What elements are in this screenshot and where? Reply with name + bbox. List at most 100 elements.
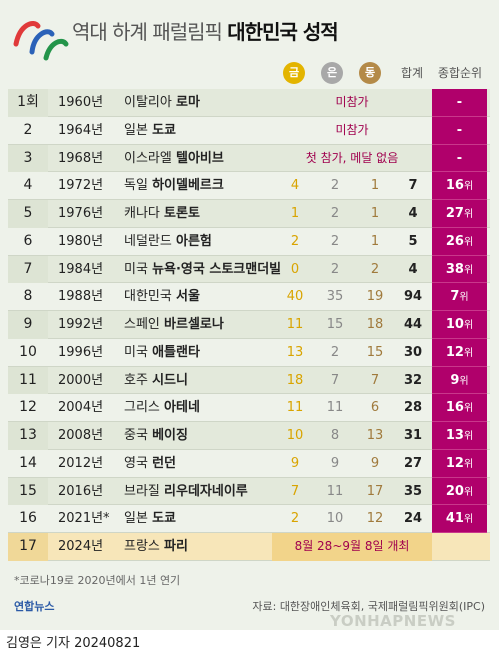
bronze-count: 12 xyxy=(366,511,384,527)
host-country: 영국 xyxy=(124,455,148,471)
games-year: 1996년 xyxy=(58,344,104,360)
status-note: 첫 참가, 메달 없음 xyxy=(305,150,399,165)
rank-unit: 위 xyxy=(459,375,469,387)
host-city-name: 하이델베르크 xyxy=(152,178,224,194)
rank-value: 12 xyxy=(445,455,464,471)
host-city: 영국 런던 xyxy=(124,450,284,478)
total-count: 24 xyxy=(403,511,423,527)
games-year: 2021년* xyxy=(58,511,110,527)
table-row: 12 2004년 그리스 아테네 11 11 6 28 16위 xyxy=(8,394,490,422)
total-count: 31 xyxy=(403,428,423,443)
rank-unit: 위 xyxy=(463,431,474,442)
bronze-count: 18 xyxy=(366,317,384,332)
title-light: 역대 하계 패럴림픽 xyxy=(72,20,223,44)
rank-unit: 위 xyxy=(463,458,474,470)
rank-value: 7 xyxy=(450,289,460,305)
edition-number: 8 xyxy=(23,288,33,305)
total-count: 5 xyxy=(408,233,418,249)
footnote: *코로나19로 2020년에서 1년 연기 xyxy=(14,574,181,587)
edition-number: 9 xyxy=(23,316,33,332)
rank-value: 16 xyxy=(445,178,464,194)
host-city-name: 서울 xyxy=(175,289,200,305)
gold-count: 7 xyxy=(290,483,300,499)
yonhap-watermark: YONHAPNEWS xyxy=(330,612,456,630)
yonhap-brand-logo: 연합뉴스 xyxy=(14,600,55,613)
rank-unit: 위 xyxy=(463,209,474,220)
games-year: 1968년 xyxy=(58,150,104,166)
table-row: 8 1988년 대한민국 서울 40 35 19 94 7위 xyxy=(8,283,490,311)
row-number-cell xyxy=(8,311,48,339)
overall-rank: 12위 xyxy=(432,338,487,367)
host-city: 이탈리아 로마 xyxy=(124,89,284,117)
gold-count: 11 xyxy=(286,317,304,332)
total-count: 32 xyxy=(403,372,423,388)
rank-header: 종합순위 xyxy=(437,66,483,80)
row-number-cell xyxy=(8,422,48,450)
overall-rank: 41위 xyxy=(432,505,487,533)
games-year: 1976년 xyxy=(58,206,104,221)
overall-rank: 16위 xyxy=(432,394,487,422)
table-row: 7 1984년 미국 뉴욕·영국 스토크맨더빌 0 2 2 4 38위 xyxy=(8,255,490,284)
silver-count: 10 xyxy=(326,511,344,527)
games-year: 1992년 xyxy=(58,317,104,332)
host-city-name: 로마 xyxy=(175,95,200,110)
paralympic-agitos-icon xyxy=(13,20,69,61)
row-number-cell xyxy=(8,200,48,228)
overall-rank: 9위 xyxy=(432,366,487,395)
host-city-name: 도쿄 xyxy=(152,511,176,527)
edition-number: 12 xyxy=(19,399,37,416)
gold-count: 10 xyxy=(286,428,304,443)
games-year: 1964년 xyxy=(58,122,104,138)
bronze-count: 6 xyxy=(370,400,380,416)
rank-value: 38 xyxy=(445,261,464,277)
host-country: 브라질 xyxy=(124,483,160,499)
overall-rank: 27위 xyxy=(432,200,487,228)
bronze-medal-header: 동 xyxy=(359,62,381,84)
host-city-name: 리우데자네이루 xyxy=(164,483,248,499)
table-row: 2 1964년 일본 도쿄 미참가 - xyxy=(8,116,490,145)
overall-rank: 26위 xyxy=(432,227,487,256)
table-row: 16 2021년* 일본 도쿄 2 10 12 24 41위 xyxy=(8,505,490,533)
gold-count: 4 xyxy=(290,178,300,194)
bronze-count: 1 xyxy=(370,233,380,249)
silver-count: 15 xyxy=(326,317,344,332)
total-count: 27 xyxy=(403,455,423,471)
host-country: 네덜란드 xyxy=(124,233,172,249)
gold-count: 13 xyxy=(286,344,304,360)
host-country: 그리스 xyxy=(124,400,160,416)
edition-number: 4 xyxy=(23,177,33,194)
row-number-cell xyxy=(8,89,48,117)
table-row: 9 1992년 스페인 바르셀로나 11 15 18 44 10위 xyxy=(8,311,490,339)
host-city-name: 뉴욕·영국 스토크맨더빌 xyxy=(152,261,282,277)
games-year: 1988년 xyxy=(58,289,104,305)
total-count: 4 xyxy=(408,261,418,277)
host-city: 브라질 리우데자네이루 xyxy=(124,478,284,506)
status-note: 미참가 xyxy=(335,122,369,137)
rank-value: 41 xyxy=(445,511,464,527)
bronze-count: 2 xyxy=(370,261,380,277)
rank-value: 13 xyxy=(445,428,464,443)
host-country: 미국 xyxy=(124,261,148,277)
gold-count: 18 xyxy=(286,372,304,388)
host-country: 호주 xyxy=(124,372,148,388)
games-year: 2016년 xyxy=(58,483,104,499)
table-row: 10 1996년 미국 애틀랜타 13 2 15 30 12위 xyxy=(8,338,490,367)
overall-rank: 7위 xyxy=(432,283,487,311)
rank-unit: 위 xyxy=(459,292,469,304)
bronze-count: 13 xyxy=(366,428,384,443)
status-note: 8월 28~9월 8일 개최 xyxy=(272,533,432,561)
rank-value: 10 xyxy=(445,317,464,332)
games-year: 2024년 xyxy=(58,539,104,554)
host-city: 이스라엘 텔아비브 xyxy=(124,145,284,173)
host-city: 네덜란드 아른험 xyxy=(124,228,284,256)
host-city-name: 아테네 xyxy=(164,400,200,416)
silver-count: 8 xyxy=(330,428,340,443)
table-row: 4 1972년 독일 하이델베르크 4 2 1 7 16위 xyxy=(8,172,490,200)
host-city: 캐나다 토론토 xyxy=(124,200,284,228)
total-count: 94 xyxy=(403,289,423,305)
overall-rank: - xyxy=(432,89,487,117)
games-year: 1972년 xyxy=(58,178,104,194)
host-country: 이스라엘 xyxy=(124,150,172,166)
edition-number: 10 xyxy=(19,343,37,360)
host-country: 중국 xyxy=(124,428,148,443)
